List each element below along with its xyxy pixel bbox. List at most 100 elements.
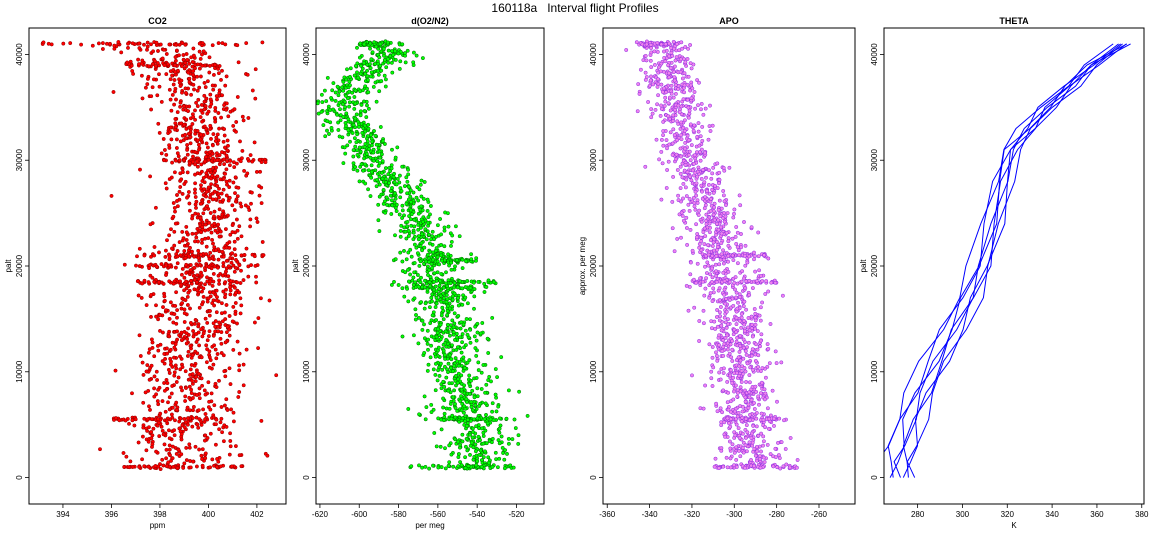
data-point bbox=[699, 147, 704, 152]
data-point bbox=[389, 166, 394, 171]
data-point bbox=[167, 42, 172, 47]
data-point bbox=[455, 380, 460, 385]
data-point bbox=[184, 224, 189, 229]
data-point bbox=[444, 281, 448, 286]
data-point bbox=[203, 412, 208, 416]
data-point bbox=[204, 141, 209, 146]
data-point bbox=[353, 101, 358, 106]
data-point bbox=[432, 431, 437, 435]
data-point bbox=[163, 409, 168, 414]
data-point bbox=[316, 111, 321, 116]
data-point bbox=[750, 440, 755, 445]
data-point bbox=[758, 369, 763, 374]
panel-title: CO2 bbox=[148, 16, 167, 26]
data-point bbox=[747, 380, 752, 385]
data-point bbox=[170, 384, 175, 388]
data-point bbox=[150, 85, 155, 90]
data-point bbox=[156, 348, 161, 353]
data-point bbox=[274, 373, 279, 378]
data-point bbox=[759, 411, 764, 416]
data-point bbox=[705, 260, 710, 265]
data-point bbox=[735, 335, 740, 340]
data-point bbox=[178, 354, 182, 359]
data-point bbox=[771, 464, 776, 469]
data-point bbox=[383, 166, 388, 171]
data-point bbox=[144, 303, 149, 308]
data-point bbox=[721, 248, 725, 253]
data-point bbox=[715, 161, 720, 166]
data-point bbox=[253, 263, 258, 268]
data-point bbox=[427, 305, 432, 310]
data-point bbox=[227, 178, 232, 183]
data-point bbox=[369, 175, 374, 180]
data-point bbox=[403, 51, 407, 56]
data-point bbox=[405, 286, 410, 291]
data-point bbox=[478, 448, 483, 453]
data-point bbox=[191, 404, 196, 409]
data-point bbox=[393, 196, 398, 201]
data-point bbox=[230, 203, 235, 208]
data-point bbox=[377, 194, 382, 199]
data-point bbox=[409, 200, 414, 204]
data-point bbox=[688, 174, 693, 179]
data-point bbox=[714, 221, 719, 226]
data-point bbox=[177, 158, 182, 163]
data-point bbox=[173, 221, 178, 226]
data-point bbox=[677, 48, 682, 53]
data-point bbox=[731, 375, 736, 380]
data-point bbox=[445, 326, 450, 331]
data-point bbox=[159, 151, 164, 156]
data-point bbox=[371, 158, 376, 163]
data-point bbox=[713, 456, 718, 461]
data-point bbox=[385, 57, 390, 62]
data-point bbox=[144, 369, 149, 374]
data-point bbox=[176, 447, 181, 452]
data-point bbox=[470, 435, 475, 440]
data-point bbox=[162, 294, 167, 299]
data-point bbox=[184, 52, 189, 56]
data-point bbox=[224, 269, 228, 274]
data-point bbox=[238, 139, 242, 144]
data-point bbox=[193, 162, 198, 167]
data-point bbox=[199, 252, 203, 257]
data-point bbox=[256, 316, 261, 321]
data-point bbox=[203, 316, 208, 321]
data-point bbox=[369, 163, 374, 168]
data-point bbox=[671, 39, 676, 44]
data-point bbox=[459, 387, 464, 392]
data-point bbox=[167, 371, 172, 375]
data-point bbox=[363, 142, 368, 146]
data-point bbox=[712, 217, 717, 222]
data-point bbox=[456, 296, 461, 300]
data-point bbox=[141, 400, 146, 405]
data-point bbox=[143, 390, 148, 395]
data-point bbox=[193, 66, 197, 71]
data-point bbox=[499, 434, 504, 439]
data-point bbox=[481, 455, 486, 460]
data-point bbox=[125, 60, 130, 65]
data-point bbox=[146, 64, 151, 69]
data-point bbox=[207, 329, 212, 334]
data-point bbox=[226, 264, 231, 269]
data-point bbox=[442, 352, 447, 357]
data-point bbox=[180, 170, 185, 175]
data-point bbox=[713, 262, 718, 267]
data-point bbox=[222, 127, 227, 132]
data-point bbox=[697, 208, 702, 213]
data-point bbox=[196, 97, 201, 102]
data-point bbox=[218, 336, 223, 341]
data-point bbox=[214, 310, 219, 315]
data-point bbox=[481, 363, 486, 367]
data-point bbox=[688, 260, 693, 265]
data-point bbox=[750, 347, 755, 352]
data-point bbox=[490, 464, 495, 469]
data-point bbox=[329, 96, 334, 100]
data-point bbox=[765, 342, 770, 347]
data-point bbox=[688, 122, 693, 127]
data-point bbox=[463, 444, 468, 449]
data-point bbox=[200, 457, 205, 462]
data-point bbox=[744, 449, 749, 454]
data-point bbox=[398, 250, 403, 255]
data-point bbox=[245, 156, 250, 161]
data-point bbox=[731, 397, 736, 402]
